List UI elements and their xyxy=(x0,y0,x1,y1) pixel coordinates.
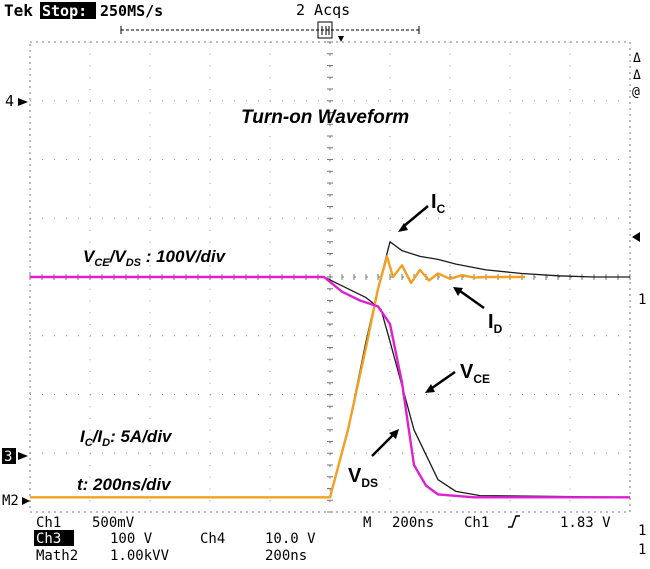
ch3-marker-badge xyxy=(2,448,16,464)
ch3-marker: 3 xyxy=(4,449,12,465)
waveforms xyxy=(30,241,631,499)
trigger-marker xyxy=(338,36,344,42)
vce-vds-scale: VCE/VDS : 100V/div xyxy=(83,247,227,269)
right-one: 1 xyxy=(638,292,646,308)
acqs-count: 2 Acqs xyxy=(296,1,350,19)
id-arrow xyxy=(453,287,485,310)
trigger-level-arrow xyxy=(632,232,640,242)
trace-v-ce xyxy=(30,276,631,498)
math2-scale: 1.00kVV xyxy=(110,548,170,564)
right-char-1: 1 xyxy=(638,523,646,539)
ch4-scale: 10.0 V xyxy=(265,531,316,547)
trace-i-d xyxy=(30,255,525,499)
ic-id-scale: IC/ID: 5A/div xyxy=(80,427,173,449)
ch4-label: Ch4 xyxy=(200,531,225,547)
timebase-value: 200ns xyxy=(392,515,434,531)
timebase-label: M xyxy=(363,515,371,531)
time-scale: t: 200ns/div xyxy=(77,475,172,494)
ch4-marker: 4 xyxy=(5,92,14,110)
id-label: ID xyxy=(488,311,503,336)
trigger-level: 1.83 V xyxy=(560,515,611,531)
acq-state: Stop: xyxy=(42,2,87,20)
right-at: @ xyxy=(632,85,640,100)
ch3-arrow xyxy=(18,452,28,460)
trace-v-ds xyxy=(30,275,630,499)
sample-rate: 250MS/s xyxy=(100,2,163,20)
ic-arrow xyxy=(398,205,429,232)
brand-label: Tek xyxy=(4,1,33,20)
chart-title: Turn-on Waveform xyxy=(241,107,409,128)
trigger-source: Ch1 xyxy=(464,515,489,531)
record-position-bar xyxy=(120,21,420,39)
right-char-2: 1 xyxy=(638,542,646,558)
vds-label: VDS xyxy=(348,465,378,490)
math2-time: 200ns xyxy=(265,548,307,564)
status-readout: Ch1 500mV M 200ns Ch1 1.83 V Ch3 100 V C… xyxy=(34,515,646,564)
ch3-scale: 100 V xyxy=(110,531,153,547)
right-delta-1: Δ xyxy=(633,51,641,66)
rising-edge-icon xyxy=(508,515,520,528)
ch1-label: Ch1 xyxy=(36,515,61,531)
ch3-badge xyxy=(34,530,74,546)
vce-label: VCE xyxy=(460,361,490,386)
vds-arrow xyxy=(371,429,399,457)
m2-arrow xyxy=(22,497,30,505)
vce-arrow xyxy=(425,370,456,393)
ch1-scale: 500mV xyxy=(92,515,135,531)
math2-label: Math2 xyxy=(36,548,78,564)
right-delta-2: Δ xyxy=(633,68,641,83)
ic-label: IC xyxy=(431,191,446,216)
ch4-arrow xyxy=(18,98,28,106)
stop-badge xyxy=(40,2,96,19)
ch3-label: Ch3 xyxy=(36,531,61,547)
m2-marker: M2 xyxy=(2,493,19,509)
